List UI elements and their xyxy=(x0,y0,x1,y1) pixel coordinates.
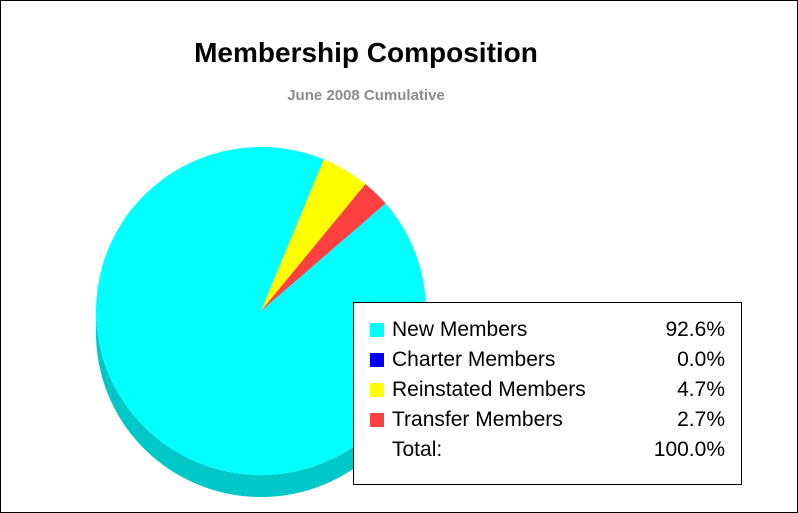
legend-swatch-charter-members xyxy=(370,353,384,367)
legend-item-reinstated-members: Reinstated Members 4.7% xyxy=(354,377,741,403)
pie-slice-transfer-members xyxy=(261,184,386,311)
legend-swatch-new-members xyxy=(370,323,384,337)
legend-item-charter-members: Charter Members 0.0% xyxy=(354,347,741,373)
pie-slice-new-members xyxy=(95,146,426,475)
legend-item-transfer-members: Transfer Members 2.7% xyxy=(354,407,741,433)
legend-value-reinstated-members: 4.7% xyxy=(677,378,725,401)
legend-swatch-reinstated-members xyxy=(370,383,384,397)
legend-label-transfer-members: Transfer Members xyxy=(392,408,563,431)
legend-value-new-members: 92.6% xyxy=(665,318,725,341)
pie-slice-reinstated-members xyxy=(261,159,366,311)
chart-subtitle: June 2008 Cumulative xyxy=(287,87,445,104)
chart-title: Membership Composition xyxy=(194,37,538,68)
legend-swatch-transfer-members xyxy=(370,413,384,427)
legend: New Members 92.6% Charter Members 0.0% R… xyxy=(353,302,742,485)
legend-label-new-members: New Members xyxy=(392,318,528,341)
legend-item-total: Total: 100.0% xyxy=(354,437,741,463)
legend-value-transfer-members: 2.7% xyxy=(677,408,725,431)
legend-item-new-members: New Members 92.6% xyxy=(354,317,741,343)
legend-value-charter-members: 0.0% xyxy=(677,348,725,371)
legend-label-reinstated-members: Reinstated Members xyxy=(392,378,586,401)
legend-label-total: Total: xyxy=(392,438,443,461)
legend-label-charter-members: Charter Members xyxy=(392,348,556,371)
legend-value-total: 100.0% xyxy=(653,438,725,461)
